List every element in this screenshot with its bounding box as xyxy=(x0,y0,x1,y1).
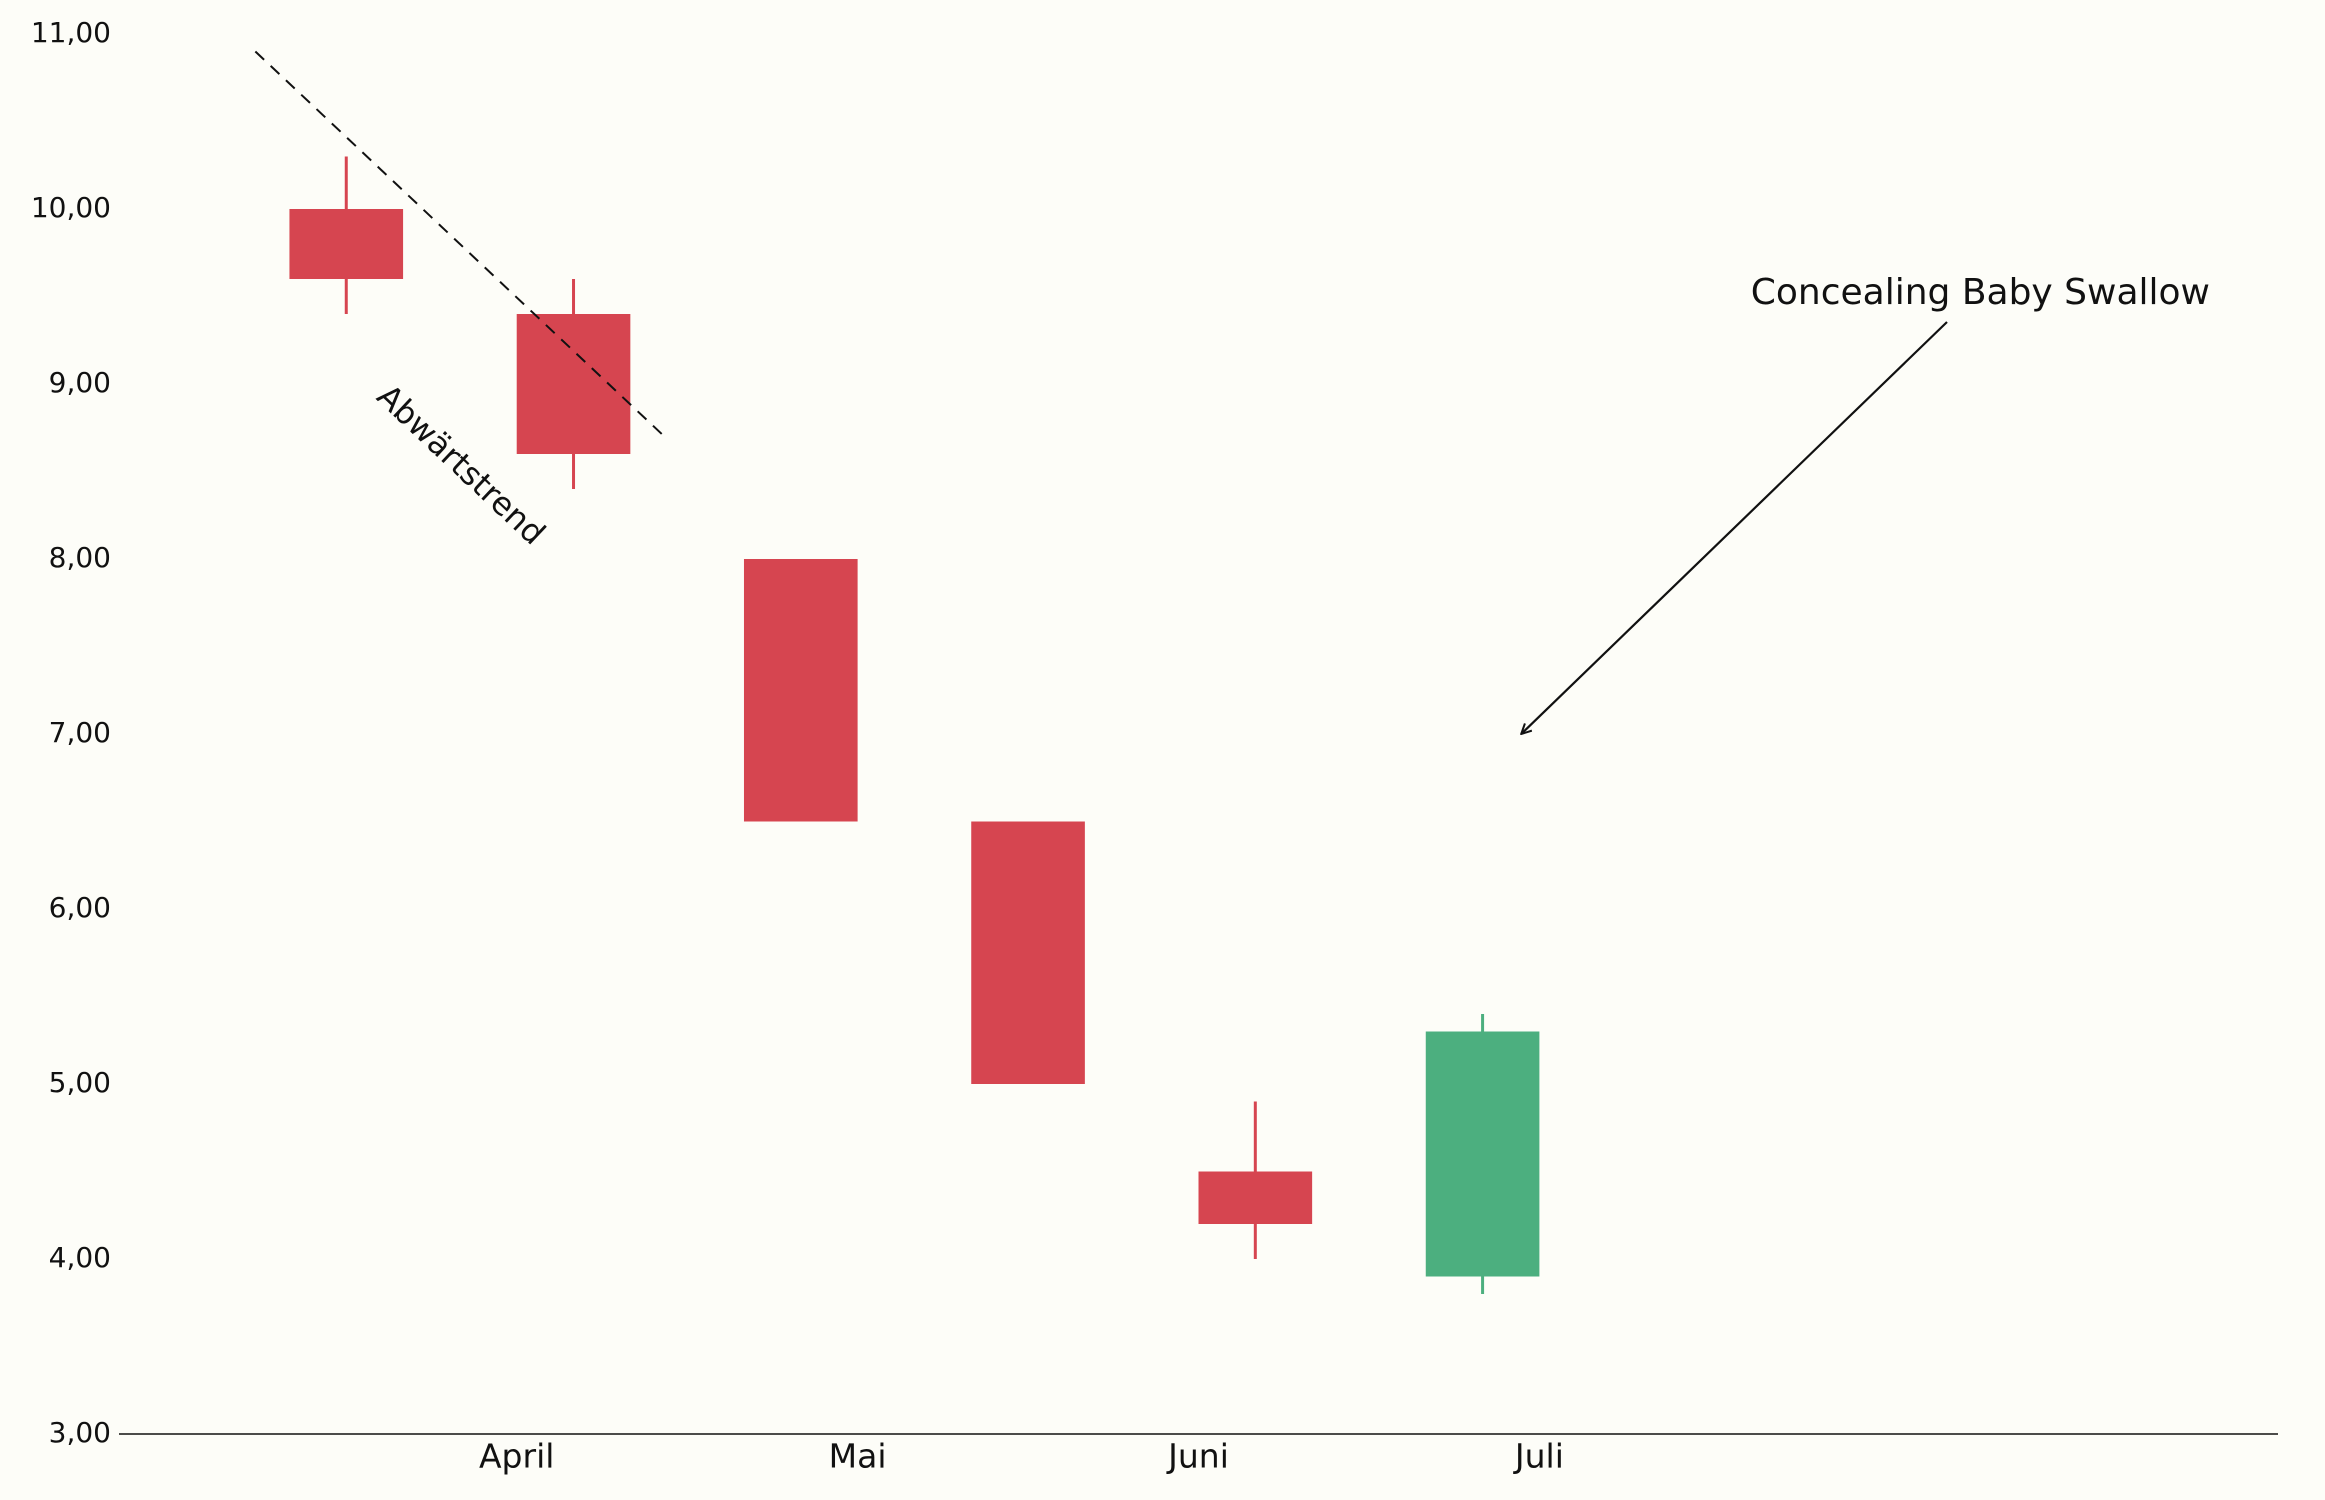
candle-body xyxy=(1425,1031,1540,1277)
y-tick-label: 3,00 xyxy=(49,1416,111,1449)
x-tick-label: Juni xyxy=(1166,1437,1229,1476)
annotation-arrow xyxy=(1521,321,1948,734)
y-tick-label: 7,00 xyxy=(49,716,111,749)
annotation-text: Concealing Baby Swallow xyxy=(1751,272,2210,313)
x-tick-label: Mai xyxy=(829,1437,887,1476)
y-tick-label: 9,00 xyxy=(49,366,111,399)
y-tick-label: 8,00 xyxy=(49,541,111,574)
y-tick-label: 10,00 xyxy=(31,191,111,224)
candle-body xyxy=(971,821,1085,1084)
candle-body xyxy=(516,314,631,454)
y-tick-label: 11,00 xyxy=(31,16,111,49)
trend-line xyxy=(254,50,666,438)
y-tick-label: 4,00 xyxy=(49,1241,111,1274)
y-tick-label: 6,00 xyxy=(49,891,111,924)
candle-body xyxy=(1198,1171,1313,1224)
x-tick-label: April xyxy=(479,1437,554,1476)
y-tick-label: 5,00 xyxy=(49,1066,111,1099)
x-tick-label: Juli xyxy=(1513,1437,1564,1476)
candle-body xyxy=(289,209,404,279)
candle-body xyxy=(743,559,858,822)
